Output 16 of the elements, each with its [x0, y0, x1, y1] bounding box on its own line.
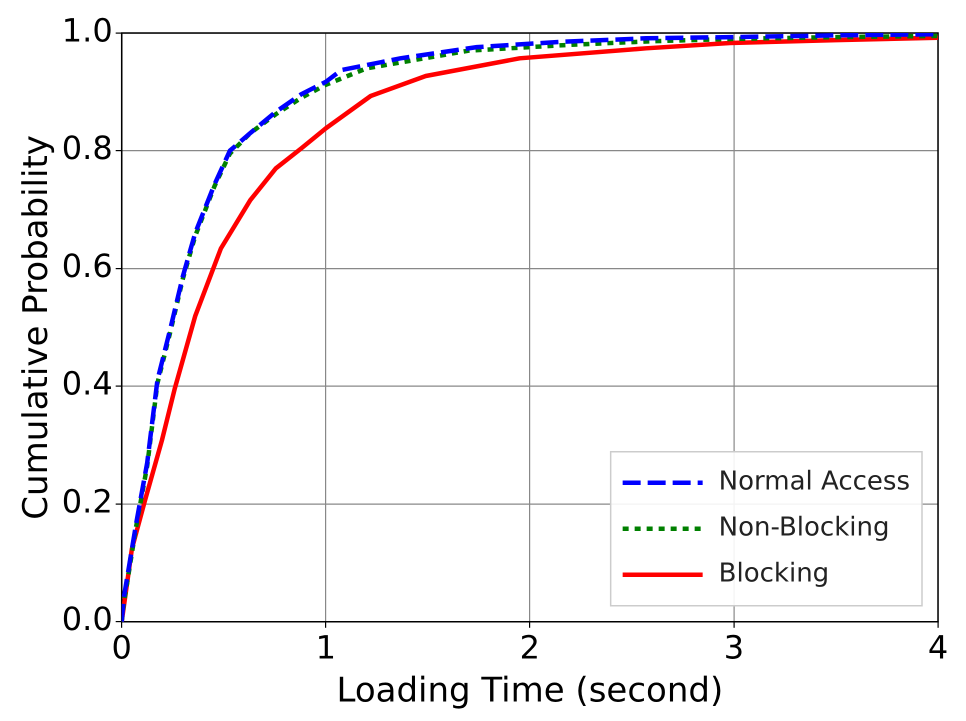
- x-tick-label: 2: [520, 628, 540, 666]
- y-tick-label: 0.6: [62, 246, 113, 285]
- x-tick-label: 0: [112, 628, 132, 666]
- legend-label: Non-Blocking: [718, 512, 890, 543]
- y-axis-title: Cumulative Probability: [16, 135, 56, 520]
- y-tick-label: 1.0: [62, 11, 113, 50]
- y-tick-label: 0.2: [62, 482, 113, 520]
- y-tick-label: 0.8: [62, 129, 113, 168]
- x-tick-label: 3: [724, 628, 744, 666]
- x-tick-label: 1: [316, 628, 336, 666]
- y-tick-label: 0.4: [62, 364, 113, 403]
- legend-label: Blocking: [718, 558, 830, 589]
- x-axis-title: Loading Time (second): [336, 670, 724, 710]
- x-tick-label: 4: [928, 628, 948, 666]
- y-tick-label: 0.0: [62, 600, 113, 638]
- legend-label: Normal Access: [718, 466, 910, 497]
